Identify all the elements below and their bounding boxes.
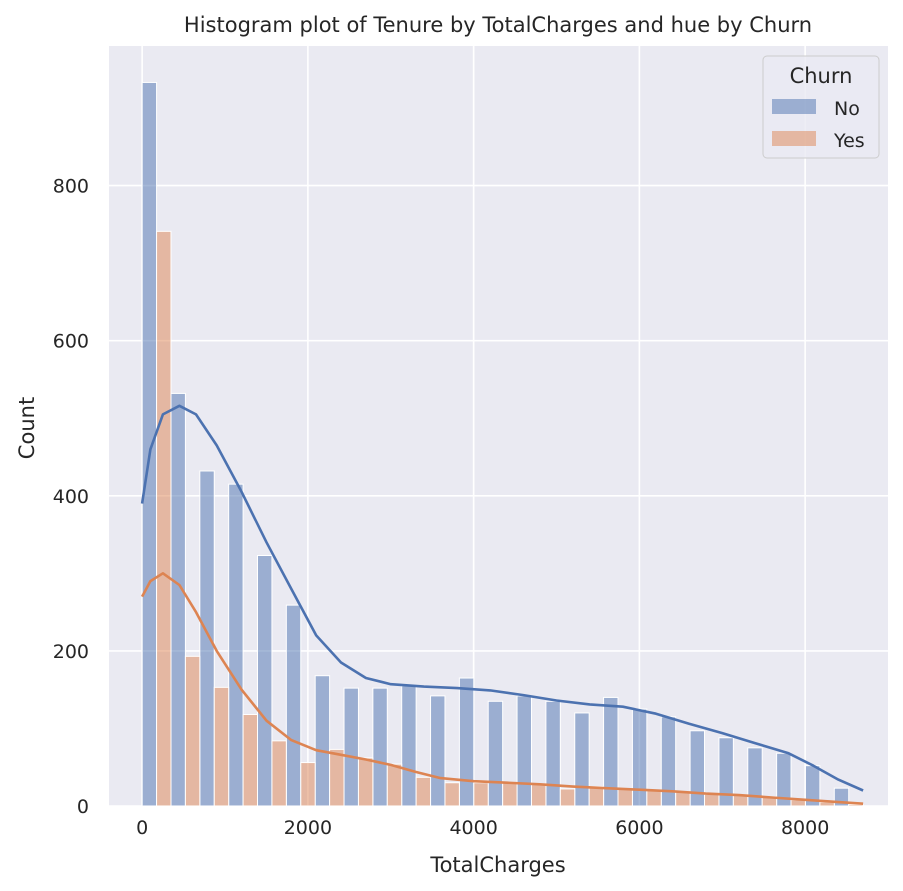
legend-label-yes: Yes [833,130,865,152]
bar-no [747,747,763,807]
x-tick-label: 0 [136,817,148,839]
kde-line-no [140,404,864,792]
bar-yes [357,757,374,807]
bar-no [257,555,273,807]
legend-swatch-yes [772,131,816,146]
x-axis-label: TotalCharges [429,853,565,877]
bar-no [141,81,158,807]
bar-no [458,677,475,807]
x-tick-label: 6000 [615,817,663,839]
y-axis-label: Count [15,397,39,459]
bar-yes [213,686,230,807]
bar-no [228,483,244,807]
bar-yes [415,776,432,807]
bar-yes [300,762,316,807]
legend-swatch-no [772,99,816,114]
bar-yes [473,782,489,807]
kde-lines [140,404,864,805]
bar-yes [559,788,576,807]
bar-no [689,730,706,807]
bar-yes [675,791,691,807]
bar-no [430,695,446,807]
bar-yes [617,788,633,807]
bar-no [603,696,619,807]
x-tick-label: 2000 [284,817,332,839]
y-tick-labels: 0 200 400 600 800 [53,176,89,818]
bar-no [574,712,590,807]
bar-yes [184,655,201,807]
y-tick-label: 800 [53,176,89,198]
bar-yes [444,782,460,807]
legend-label-no: No [834,98,860,120]
bar-no [631,708,648,807]
bar-yes [588,786,605,807]
bar-no [285,604,302,807]
bar-yes [704,793,720,807]
x-tick-label: 8000 [781,817,829,839]
bar-no [401,685,417,807]
bar-yes [271,740,287,807]
chart-title: Histogram plot of Tenure by TotalCharges… [184,13,812,37]
bar-yes [386,763,403,807]
y-tick-label: 600 [53,331,89,353]
bar-no [487,700,504,807]
legend-title: Churn [790,64,853,88]
x-tick-label: 4000 [449,817,497,839]
bar-yes [530,783,547,807]
bar-no [199,470,215,807]
y-tick-label: 200 [53,641,89,663]
bar-no [776,752,792,807]
legend: Churn No Yes [762,55,880,159]
x-tick-labels: 0 2000 4000 6000 8000 [136,817,829,839]
bar-no [718,737,734,807]
bar-no [343,687,359,807]
y-tick-label: 400 [53,486,89,508]
bar-yes [646,789,662,807]
bar-no [170,392,186,807]
bar-no [372,687,388,807]
kde-line-yes [140,571,864,805]
bar-no [545,700,561,807]
bar-no [516,695,532,807]
bar-no [314,675,331,807]
bars [141,81,864,807]
bar-yes [242,713,259,807]
bar-yes [502,782,518,807]
y-tick-label: 0 [77,796,89,818]
bar-yes [156,230,172,807]
bar-yes [329,748,345,807]
